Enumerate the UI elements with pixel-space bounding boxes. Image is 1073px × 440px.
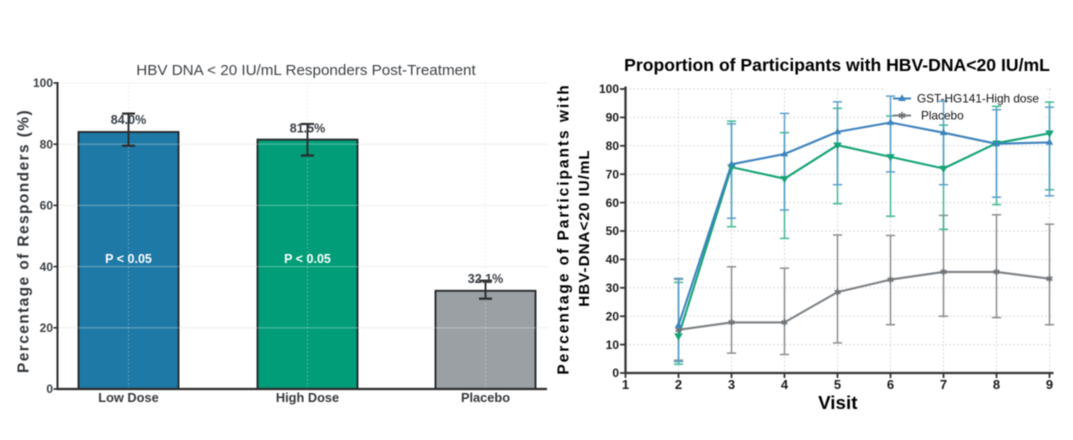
svg-text:50: 50 (606, 224, 620, 238)
svg-text:Percentage of Participants wit: Percentage of Participants with (556, 83, 573, 374)
svg-text:Visit: Visit (818, 392, 858, 413)
svg-text:100: 100 (599, 82, 619, 96)
svg-text:Placebo: Placebo (461, 390, 510, 405)
svg-text:32.1%: 32.1% (468, 272, 503, 286)
svg-text:GST-HG141-High dose: GST-HG141-High dose (917, 92, 1039, 106)
svg-text:80: 80 (40, 137, 54, 151)
svg-text:80: 80 (606, 139, 620, 153)
svg-text:Proportion of Participants wit: Proportion of Participants with HBV-DNA<… (624, 55, 1050, 75)
svg-text:10: 10 (606, 338, 620, 352)
svg-text:90: 90 (606, 111, 620, 125)
svg-text:High Dose: High Dose (276, 390, 339, 405)
svg-text:3: 3 (728, 377, 735, 392)
svg-text:Placebo: Placebo (921, 109, 964, 123)
svg-text:HBV DNA < 20 IU/mL Responders: HBV DNA < 20 IU/mL Responders Post-Treat… (136, 62, 476, 79)
svg-text:6: 6 (887, 377, 894, 392)
svg-text:Low Dose: Low Dose (98, 390, 158, 405)
svg-text:100: 100 (33, 76, 53, 90)
svg-text:1: 1 (622, 377, 629, 392)
svg-text:70: 70 (606, 167, 620, 181)
svg-text:60: 60 (606, 196, 620, 210)
svg-text:40: 40 (606, 253, 620, 267)
svg-text:9: 9 (1046, 377, 1053, 392)
svg-text:0: 0 (46, 382, 53, 396)
svg-text:81.5%: 81.5% (290, 122, 325, 136)
svg-text:0: 0 (612, 366, 619, 380)
svg-text:P < 0.05: P < 0.05 (105, 252, 152, 266)
svg-text:30: 30 (606, 281, 620, 295)
svg-text:20: 20 (40, 321, 54, 335)
svg-text:Percentage of Responders (%): Percentage of Responders (%) (16, 109, 33, 373)
svg-text:60: 60 (40, 199, 54, 213)
svg-text:8: 8 (993, 377, 1000, 392)
svg-text:P < 0.05: P < 0.05 (284, 252, 331, 266)
svg-text:2: 2 (675, 377, 682, 392)
svg-text:4: 4 (781, 377, 789, 392)
svg-text:40: 40 (40, 260, 54, 274)
svg-text:7: 7 (940, 377, 947, 392)
svg-text:84.0%: 84.0% (111, 113, 146, 127)
svg-text:5: 5 (834, 377, 841, 392)
svg-text:20: 20 (606, 309, 620, 323)
svg-text:HBV-DNA<20 IU/mL: HBV-DNA<20 IU/mL (576, 149, 593, 306)
